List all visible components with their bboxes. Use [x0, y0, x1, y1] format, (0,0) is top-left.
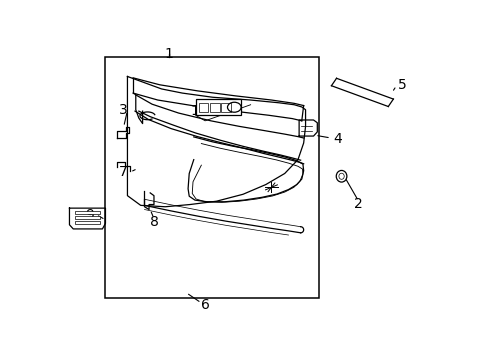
Text: 2: 2 — [353, 197, 362, 211]
Text: 6: 6 — [200, 298, 209, 312]
Bar — [104, 57, 318, 298]
Text: 4: 4 — [333, 132, 342, 146]
Text: 10: 10 — [190, 104, 208, 118]
Bar — [221, 103, 230, 112]
Text: 5: 5 — [397, 78, 406, 92]
Bar — [75, 216, 100, 219]
Bar — [195, 99, 241, 115]
Bar — [210, 103, 219, 112]
Bar — [75, 221, 100, 224]
Text: 9: 9 — [85, 208, 94, 222]
Text: 3: 3 — [119, 103, 128, 117]
Ellipse shape — [338, 173, 344, 179]
Text: 1: 1 — [164, 47, 173, 61]
Text: 8: 8 — [149, 215, 158, 229]
Bar — [198, 103, 208, 112]
Bar — [75, 211, 100, 214]
Ellipse shape — [336, 170, 346, 182]
Text: 7: 7 — [119, 165, 128, 179]
